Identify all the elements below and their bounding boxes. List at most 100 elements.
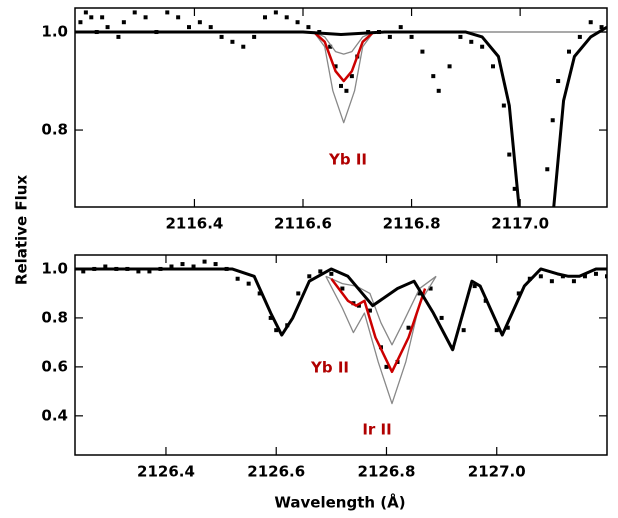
data-point: [169, 264, 174, 269]
data-point: [246, 281, 251, 286]
model-line: [75, 267, 607, 352]
data-point: [367, 308, 372, 313]
data-point: [588, 20, 593, 25]
data-point: [78, 20, 83, 25]
data-point: [329, 271, 334, 276]
model-line: [75, 25, 607, 207]
data-point: [257, 291, 262, 296]
data-point: [387, 34, 392, 39]
data-point: [567, 49, 571, 54]
annotation: Yb II: [310, 359, 349, 377]
data-point: [136, 269, 141, 274]
y-tick-label: 0.4: [41, 406, 68, 424]
data-point: [428, 286, 433, 291]
data-point: [333, 64, 338, 69]
y-axis-label: Relative Flux: [13, 175, 31, 286]
data-point: [296, 291, 301, 296]
data-point: [252, 34, 257, 39]
data-point: [605, 274, 607, 279]
data-point: [219, 34, 224, 39]
data-point: [116, 34, 121, 39]
plot-frame: [74, 254, 608, 456]
data-point: [356, 303, 361, 308]
data-point: [103, 264, 108, 269]
y-tick-label: 0.8: [41, 308, 68, 326]
data-point: [507, 152, 512, 157]
data-point: [89, 15, 94, 20]
data-point: [550, 118, 555, 123]
data-point: [318, 269, 323, 274]
data-point: [538, 274, 543, 279]
data-point: [187, 25, 191, 30]
y-tick-label: 0.6: [41, 357, 68, 375]
data-point: [306, 25, 311, 30]
data-point: [577, 34, 582, 39]
data-point: [501, 103, 506, 108]
x-tick-label: 2127.0: [468, 463, 526, 481]
x-tick-label: 2116.6: [274, 215, 332, 233]
data-point: [458, 34, 463, 39]
data-point: [599, 25, 604, 30]
data-point: [143, 15, 148, 20]
data-point: [431, 74, 436, 79]
data-point: [180, 262, 185, 267]
data-point: [165, 10, 170, 15]
data-point: [505, 325, 510, 330]
plot-area: [75, 259, 607, 405]
data-point: [273, 10, 278, 15]
data-point: [461, 328, 466, 333]
data-point: [176, 15, 181, 20]
model-line: [325, 275, 437, 346]
data-point: [409, 34, 414, 39]
data-point: [439, 315, 444, 320]
annotation: Yb II: [328, 151, 367, 169]
model-line: [325, 275, 437, 405]
data-point: [420, 49, 425, 54]
data-point: [132, 10, 137, 15]
data-point: [191, 264, 196, 269]
data-point: [147, 269, 152, 274]
data-point: [339, 83, 343, 88]
plot-area: [75, 10, 607, 207]
x-tick-label: 2126.4: [137, 463, 195, 481]
data-point: [512, 186, 517, 191]
data-point: [83, 10, 88, 15]
data-point: [100, 15, 105, 20]
annotation: Ir II: [362, 421, 391, 439]
data-point: [491, 64, 495, 69]
data-point: [344, 88, 349, 93]
data-point: [213, 262, 218, 267]
data-point: [274, 328, 279, 333]
data-point: [556, 79, 561, 84]
data-point: [121, 20, 126, 25]
data-point: [208, 25, 213, 30]
data-point: [436, 88, 441, 93]
data-point: [340, 286, 345, 291]
x-tick-label: 2117.0: [491, 215, 549, 233]
data-point: [328, 44, 333, 49]
data-point: [398, 25, 403, 30]
data-point: [469, 39, 474, 44]
data-point: [406, 325, 411, 330]
x-tick-label: 2116.4: [165, 215, 223, 233]
x-tick-label: 2126.6: [247, 463, 305, 481]
y-tick-label: 1.0: [41, 23, 68, 41]
data-point: [384, 364, 389, 369]
data-point: [263, 15, 267, 20]
data-point: [197, 20, 202, 25]
data-point: [202, 259, 207, 264]
data-point: [571, 279, 576, 284]
y-tick-label: 1.0: [41, 259, 68, 277]
data-point: [545, 167, 550, 172]
model-line: [313, 31, 375, 83]
x-tick-label: 2116.8: [383, 215, 441, 233]
plot-frame: [74, 7, 608, 208]
data-point: [295, 20, 300, 25]
data-point: [235, 276, 240, 281]
data-point: [349, 74, 354, 79]
data-point: [241, 44, 246, 49]
data-point: [81, 269, 86, 274]
data-point: [516, 291, 521, 296]
data-point: [472, 284, 477, 289]
